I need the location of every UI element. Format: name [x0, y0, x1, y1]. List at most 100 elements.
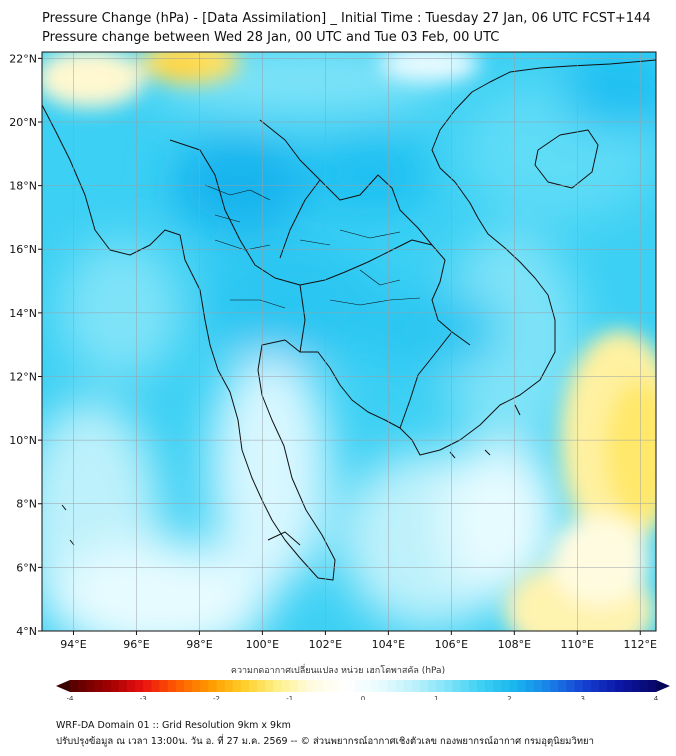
colorbar-cell — [403, 680, 413, 692]
colorbar-cell — [70, 680, 79, 692]
colorbar-cell — [322, 680, 331, 692]
longitude-ticks: 94°E 96°E 98°E 100°E 102°E 104°E 106°E 108°E 110… — [60, 631, 657, 651]
colorbar-cell — [208, 680, 217, 692]
country-border-6 — [267, 531, 301, 546]
lat-tick-label: 10°N — [9, 434, 37, 447]
colorbar-cell — [265, 680, 274, 692]
colorbar-cell — [314, 680, 323, 692]
colorbar-tick-label: 0 — [361, 695, 365, 700]
colorbar-cell — [338, 680, 348, 692]
colorbar-cell — [167, 680, 177, 692]
lon-tick-label: 110°E — [561, 638, 594, 651]
mainland-coast — [42, 59, 656, 581]
colorbar-cell — [452, 680, 462, 692]
lat-tick-label: 14°N — [9, 307, 37, 320]
footer-model-info: WRF-DA Domain 01 :: Grid Resolution 9km … — [56, 720, 291, 731]
colorbar-cell — [387, 680, 396, 692]
colorbar-tick-label: 3 — [581, 695, 585, 700]
colorbar-cell — [159, 680, 169, 692]
colorbar-cell — [615, 680, 624, 692]
footer-credit: ปรับปรุงข้อมูล ณ เวลา 13:00น. วัน อ. ที่… — [56, 736, 594, 747]
colorbar-cell — [444, 680, 453, 692]
colorbar-cell — [86, 680, 95, 692]
colorbar-tick-label: 2 — [507, 695, 511, 700]
colorbar-cell — [533, 680, 543, 692]
colorbar-cell — [346, 680, 356, 692]
lat-tick-label: 16°N — [9, 243, 37, 256]
colorbar-cell — [525, 680, 535, 692]
colorbar-cell — [639, 680, 649, 692]
map-subtitle: Pressure change between Wed 28 Jan, 00 U… — [42, 30, 500, 45]
colorbar-cell — [379, 680, 388, 692]
colorbar-cell — [257, 680, 266, 692]
colorbar-cell — [590, 680, 600, 692]
colorbar-tick-label: -1 — [286, 695, 293, 700]
islands — [61, 404, 521, 546]
lat-tick-label: 4°N — [16, 625, 37, 638]
colorbar-cell — [501, 680, 510, 692]
colorbar-cell — [94, 680, 103, 692]
map-frame — [41, 51, 657, 632]
lon-tick-label: 104°E — [372, 638, 405, 651]
colorbar-cell — [143, 680, 152, 692]
colorbar-cell — [631, 680, 641, 692]
country-border-1 — [169, 139, 471, 346]
latitude-ticks: 4°N 6°N 8°N 10°N 12°N 14°N 16°N 18°N 20°N 22°N — [9, 52, 42, 638]
colorbar-cell — [493, 680, 502, 692]
colorbar-cell — [192, 680, 201, 692]
country-border-5 — [399, 331, 453, 429]
lat-tick-label: 20°N — [9, 116, 37, 129]
lon-tick-label: 96°E — [123, 638, 149, 651]
colorbar-cell — [126, 680, 136, 692]
colorbar-cell — [371, 680, 380, 692]
colorbar-cell — [363, 680, 372, 692]
colorbar-cell — [102, 680, 112, 692]
lon-tick-label: 98°E — [186, 638, 212, 651]
colorbar-cell — [289, 680, 299, 692]
colorbar-label: ความกดอากาศเปลี่ยนแปลง หน่วย เฮกโตพาสคัล… — [230, 666, 446, 676]
coastlines — [42, 59, 656, 581]
colorbar-tick-label: -4 — [67, 695, 75, 700]
hainan-coast — [534, 129, 599, 189]
colorbar-cell — [476, 680, 486, 692]
colorbar-cell — [566, 680, 576, 692]
colorbar-cell — [118, 680, 128, 692]
colorbar-tick-label: -3 — [140, 695, 147, 700]
colorbar-min-extend — [56, 680, 70, 692]
lon-tick-label: 106°E — [435, 638, 468, 651]
colorbar-cell — [395, 680, 405, 692]
lon-tick-label: 100°E — [246, 638, 279, 651]
colorbar-cell — [78, 680, 87, 692]
colorbar-cell — [411, 680, 421, 692]
colorbar-tick-label: 4 — [654, 695, 659, 700]
colorbar-cell — [183, 680, 193, 692]
colorbar-cell — [428, 680, 437, 692]
colorbar-cell — [558, 680, 567, 692]
lat-tick-label: 22°N — [9, 52, 37, 65]
country-border-2 — [319, 174, 433, 246]
colorbar-tick-label: 1 — [434, 695, 438, 700]
colorbar-cell — [110, 680, 120, 692]
lon-tick-label: 94°E — [60, 638, 86, 651]
lat-tick-label: 12°N — [9, 370, 37, 383]
colorbar-cell — [224, 680, 234, 692]
map-title: Pressure Change (hPa) - [Data Assimilati… — [42, 11, 651, 26]
colorbar-cell — [623, 680, 632, 692]
country-border-4 — [299, 284, 306, 353]
inner-provinces — [204, 184, 421, 309]
colorbar-cell — [151, 680, 160, 692]
colorbar-cell — [240, 680, 250, 692]
colorbar-max-extend — [656, 680, 670, 692]
colorbar-cell — [330, 680, 339, 692]
colorbar-cell — [550, 680, 559, 692]
lat-tick-label: 6°N — [16, 561, 37, 574]
gridlines — [42, 52, 656, 631]
lon-tick-label: 108°E — [498, 638, 531, 651]
colorbar-cell — [306, 680, 315, 692]
colorbar-cell — [297, 680, 307, 692]
lon-tick-label: 112°E — [624, 638, 657, 651]
colorbar-cell — [281, 680, 291, 692]
colorbar-cell — [232, 680, 242, 692]
pressure-field — [42, 52, 656, 631]
colorbar-cell — [436, 680, 445, 692]
